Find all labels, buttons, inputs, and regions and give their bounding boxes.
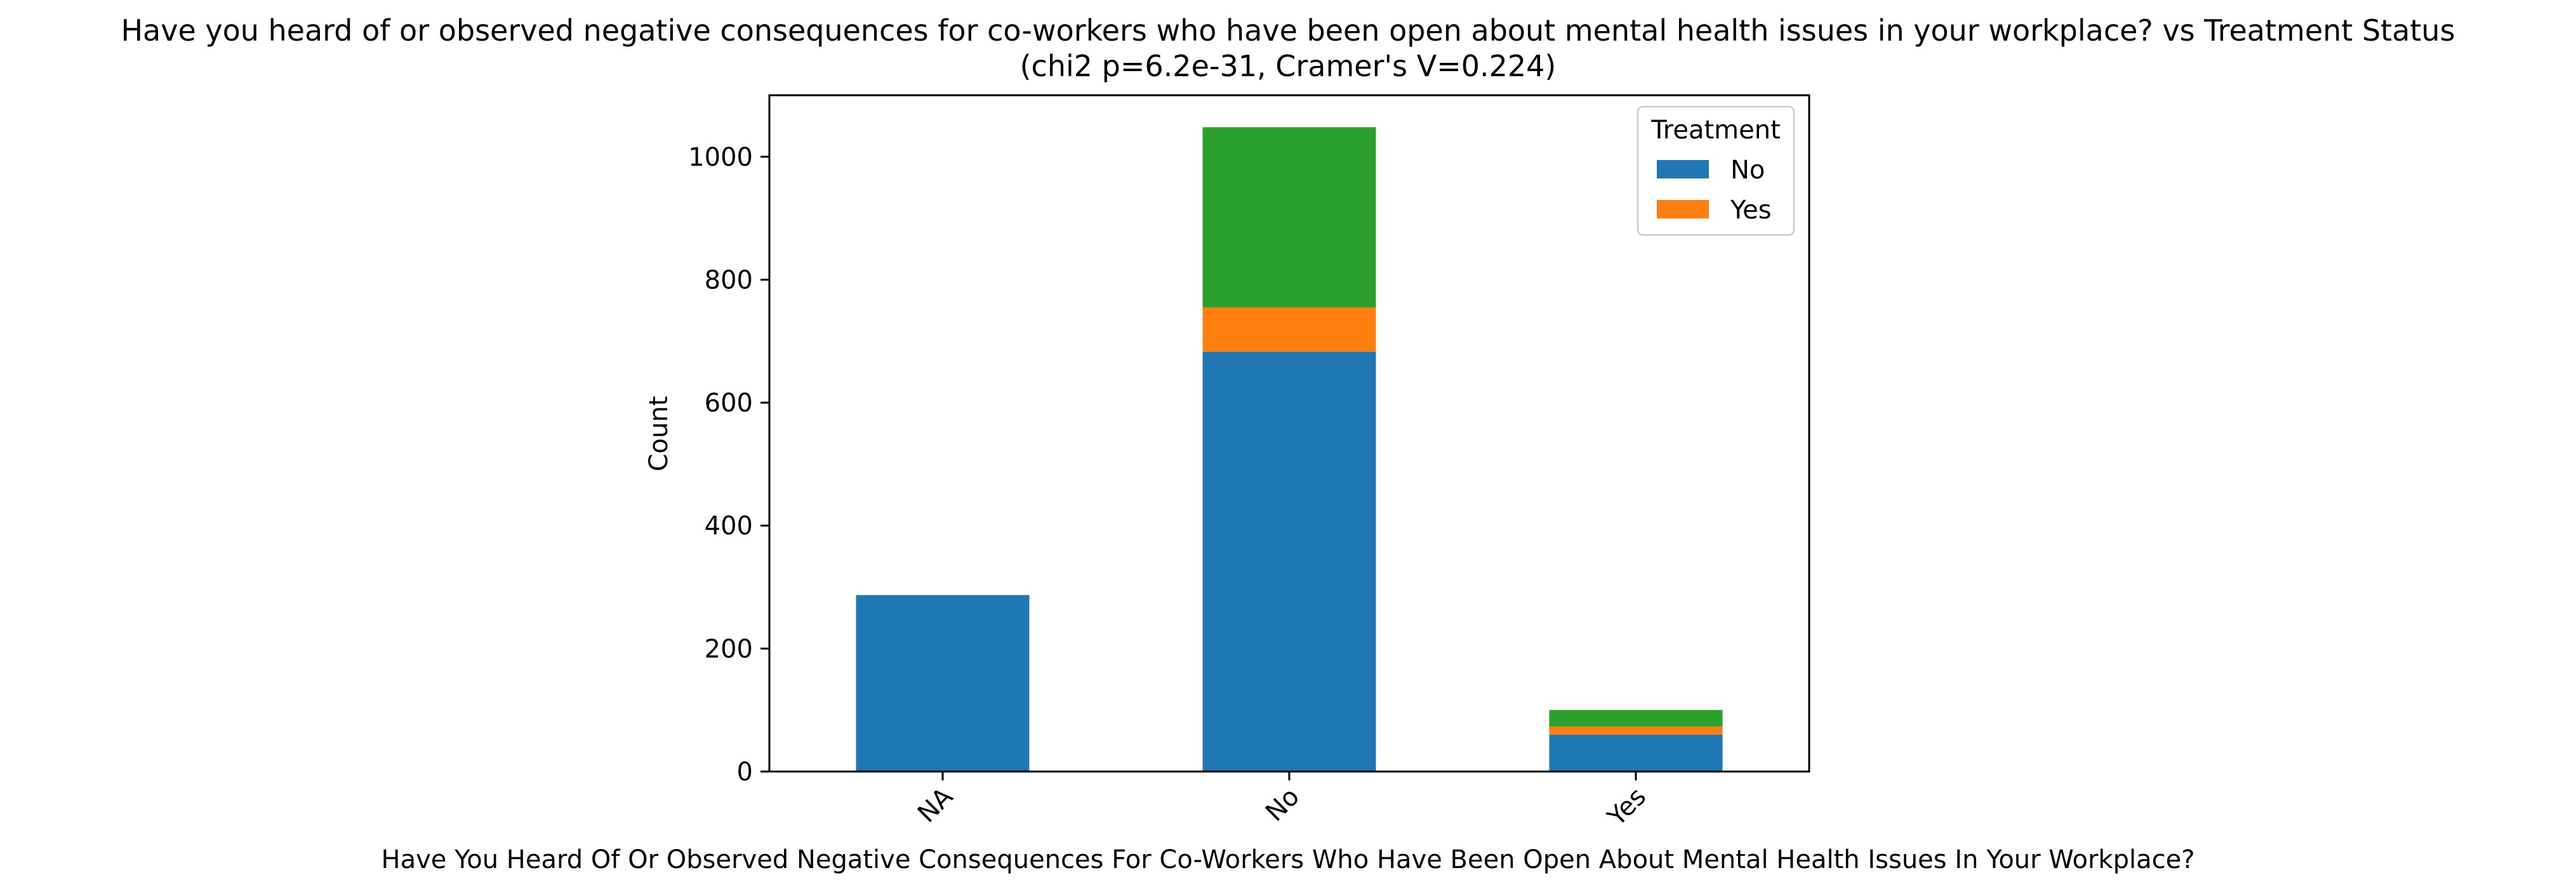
- x-axis-label: Have You Heard Of Or Observed Negative C…: [382, 845, 2195, 874]
- bar-na-segment-0: [856, 595, 1030, 772]
- chart-subtitle: (chi2 p=6.2e-31, Cramer's V=0.224): [1020, 49, 1557, 83]
- y-tick-label: 200: [705, 634, 753, 664]
- bar-yes-segment-1: [1549, 726, 1723, 735]
- legend-title: Treatment: [1650, 116, 1781, 145]
- legend-label-no: No: [1730, 156, 1765, 185]
- bar-yes-segment-0: [1549, 734, 1723, 772]
- y-axis-label: Count: [644, 396, 674, 472]
- y-tick-label: 1000: [688, 143, 753, 172]
- legend-label-yes: Yes: [1730, 196, 1772, 225]
- bar-no-segment-2: [1202, 127, 1376, 308]
- y-tick-label: 600: [705, 389, 753, 418]
- legend-swatch-no: [1657, 160, 1709, 178]
- bar-no-segment-0: [1202, 351, 1376, 772]
- bar-no-segment-1: [1202, 307, 1376, 352]
- plot-frame: [768, 94, 1810, 773]
- bar-yes-segment-2: [1549, 710, 1723, 727]
- bars-layer: [856, 127, 1723, 772]
- y-tick-label: 0: [737, 758, 753, 787]
- y-axis: 0 200 400 600 800 1000: [688, 143, 769, 787]
- legend: Treatment No Yes: [1637, 105, 1795, 236]
- legend-swatch-yes: [1657, 200, 1709, 218]
- y-tick-label: 400: [705, 512, 753, 541]
- y-tick-label: 800: [705, 265, 753, 295]
- chart-title: Have you heard of or observed negative c…: [121, 13, 2455, 48]
